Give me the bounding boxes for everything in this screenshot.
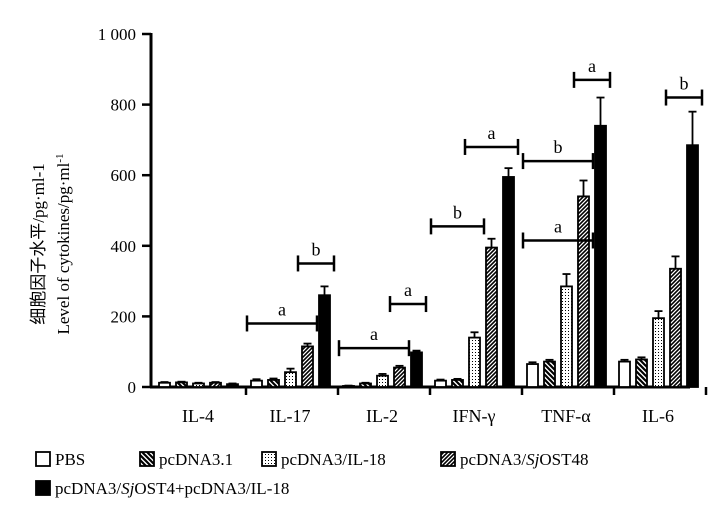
bar bbox=[577, 195, 590, 388]
bar bbox=[485, 246, 498, 388]
bar bbox=[594, 124, 607, 388]
y-axis-label-cn-group: 细胞因子水平/pg·ml-1 bbox=[29, 163, 48, 325]
bar bbox=[434, 379, 447, 388]
significance-label: a bbox=[278, 299, 286, 319]
bar bbox=[669, 267, 682, 388]
legend-swatch bbox=[440, 451, 456, 467]
x-category-label: TNF-α bbox=[541, 406, 591, 426]
axes: 0 200 400 600 800 1 000 IL-4 IL-17 IL-2 IFN-γ TNF-… bbox=[98, 25, 708, 426]
bar bbox=[284, 371, 297, 388]
bar bbox=[502, 176, 515, 388]
y-axis-label-en: Level of cytokines/pg·ml-1 bbox=[54, 153, 73, 334]
bar bbox=[560, 285, 573, 388]
y-tick-label: 1 000 bbox=[98, 25, 136, 44]
legend-swatch bbox=[261, 451, 277, 467]
bar bbox=[359, 382, 372, 388]
x-category-label: IL-4 bbox=[182, 406, 214, 426]
bar bbox=[226, 383, 239, 388]
bars-layer bbox=[158, 96, 699, 388]
legend-label: PBS bbox=[55, 450, 85, 469]
bar bbox=[318, 294, 331, 388]
significance-label: b bbox=[312, 239, 321, 259]
bar bbox=[250, 379, 263, 388]
bar bbox=[267, 379, 280, 388]
y-tick-label: 400 bbox=[111, 237, 137, 256]
bar bbox=[175, 381, 188, 388]
bar bbox=[543, 360, 556, 388]
y-axis-label-cn: 细胞因子水平/pg·ml-1 bbox=[29, 163, 48, 325]
bar bbox=[209, 381, 222, 388]
significance-label: a bbox=[554, 217, 562, 237]
bar bbox=[301, 345, 314, 388]
bar bbox=[376, 374, 389, 388]
bar bbox=[526, 363, 539, 388]
bar bbox=[618, 360, 631, 388]
y-tick-label: 200 bbox=[111, 307, 137, 326]
bar bbox=[192, 382, 205, 388]
bar bbox=[635, 358, 648, 388]
y-tick-label: 600 bbox=[111, 166, 137, 185]
x-category-label: IL-17 bbox=[270, 406, 311, 426]
significance-label: b bbox=[453, 202, 462, 222]
x-category-label: IL-6 bbox=[642, 406, 674, 426]
bar bbox=[468, 336, 481, 388]
bar bbox=[410, 351, 423, 388]
legend-label: pcDNA3/SjOST48 bbox=[460, 450, 588, 469]
x-category-label: IL-2 bbox=[366, 406, 398, 426]
bar bbox=[686, 144, 699, 388]
significance-label: a bbox=[588, 56, 596, 76]
bar bbox=[652, 317, 665, 388]
y-axis-label-en-main: Level of cytokines/pg·ml bbox=[54, 162, 73, 334]
bar bbox=[158, 381, 171, 388]
legend-label: pcDNA3/IL-18 bbox=[281, 450, 386, 469]
x-category-label: IFN-γ bbox=[453, 406, 496, 426]
significance-label: b bbox=[554, 137, 563, 157]
legend-swatch bbox=[35, 451, 51, 467]
y-tick-label: 800 bbox=[111, 96, 137, 115]
significance-label: a bbox=[488, 123, 496, 143]
significance-label: b bbox=[680, 74, 689, 94]
bar bbox=[393, 366, 406, 388]
bar bbox=[451, 379, 464, 388]
y-axis-label-en-sup: -1 bbox=[54, 153, 66, 162]
legend-label: pcDNA3/SjOST4+pcDNA3/IL-18 bbox=[55, 479, 289, 498]
legend-swatch bbox=[139, 451, 155, 467]
significance-layer: a b a a b a b a a b bbox=[245, 56, 704, 357]
significance-label: a bbox=[404, 280, 412, 300]
legend-label: pcDNA3.1 bbox=[159, 450, 233, 469]
y-axis-label-en-group: Level of cytokines/pg·ml-1 bbox=[54, 153, 73, 334]
y-tick-label: 0 bbox=[128, 378, 137, 397]
legend: PBS pcDNA3.1 pcDNA3/IL-18 pcDNA3/SjOST48 pcD… bbox=[35, 450, 588, 498]
bar bbox=[342, 385, 355, 388]
significance-label: a bbox=[370, 324, 378, 344]
legend-swatch bbox=[35, 480, 51, 496]
